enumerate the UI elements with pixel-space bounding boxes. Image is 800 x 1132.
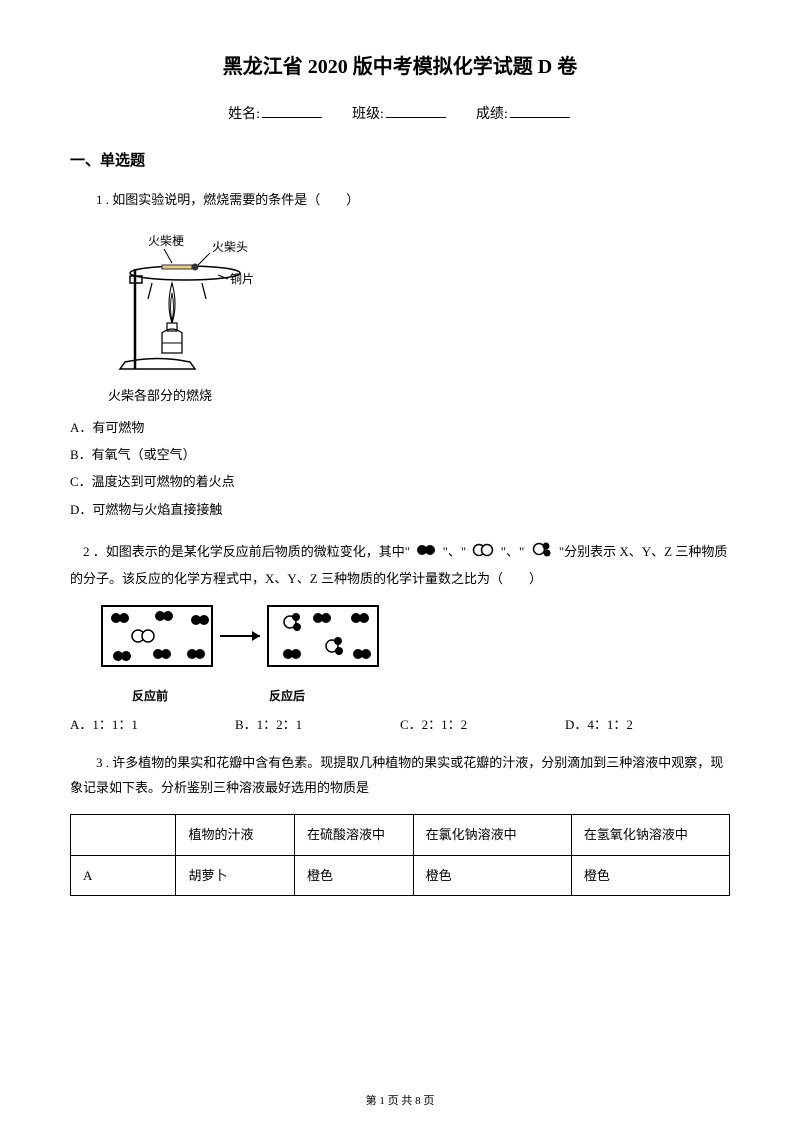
q3-h4: 在氢氧化钠溶液中 [571, 815, 729, 856]
q3-r1c4: 橙色 [571, 855, 729, 896]
q1-diagram: 火柴梗 火柴头 铜片 [100, 227, 730, 377]
q3-h2: 在硫酸溶液中 [295, 815, 414, 856]
q3-r1c1: 胡萝卜 [176, 855, 295, 896]
q1-caption: 火柴各部分的燃烧 [108, 385, 730, 404]
q2-options: A．1：1：1 B．1：2：1 C．2：1：2 D．4：1：2 [70, 714, 730, 733]
q1-optC: C．温度达到可燃物的着火点 [70, 468, 730, 495]
q3-table: 植物的汁液 在硫酸溶液中 在氯化钠溶液中 在氢氧化钠溶液中 A 胡萝卜 橙色 橙… [70, 814, 730, 896]
mol-z-icon [530, 540, 554, 566]
q1-optD: D．可燃物与火焰直接接触 [70, 496, 730, 523]
q1-optA: A．有可燃物 [70, 414, 730, 441]
label-copper: 铜片 [230, 271, 254, 286]
name-label: 姓名: [228, 107, 260, 122]
q2-optD: D．4：1：2 [565, 714, 730, 733]
label-head: 火柴头 [212, 240, 248, 254]
q2-diagram [100, 604, 730, 679]
q3-h1: 植物的汁液 [176, 815, 295, 856]
q2-labels: 反应前 反应后 [100, 687, 730, 704]
class-blank[interactable] [386, 104, 446, 118]
label-stick: 火柴梗 [148, 233, 184, 248]
q3-h0 [71, 815, 176, 856]
name-blank[interactable] [262, 104, 322, 118]
q3-text: 3 . 许多植物的果实和花瓣中含有色素。现提取几种植物的果实或花瓣的汁液，分别滴… [70, 751, 730, 800]
info-line: 姓名: 班级: 成绩: [70, 103, 730, 123]
q3-r1c0: A [71, 855, 176, 896]
label-before: 反应前 [132, 689, 168, 703]
class-label: 班级: [352, 107, 384, 122]
q3-r1c3: 橙色 [413, 855, 571, 896]
q2-optB: B．1：2：1 [235, 714, 400, 733]
q2-text: 2 ．如图表示的是某化学反应前后物质的微粒变化，其中" "、" "、" "分别表… [70, 539, 730, 592]
page-title: 黑龙江省 2020 版中考模拟化学试题 D 卷 [70, 50, 730, 79]
label-after: 反应后 [269, 689, 305, 703]
q3-r1c2: 橙色 [295, 855, 414, 896]
q2-part-c: "、" [501, 544, 525, 559]
table-row: A 胡萝卜 橙色 橙色 橙色 [71, 855, 730, 896]
q2-part-a: 2 ．如图表示的是某化学反应前后物质的微粒变化，其中" [83, 544, 410, 559]
q2-optC: C．2：1：2 [400, 714, 565, 733]
section-header-1: 一、单选题 [70, 149, 730, 170]
score-blank[interactable] [510, 104, 570, 118]
q2-part-b: "、" [443, 544, 467, 559]
q3-h3: 在氯化钠溶液中 [413, 815, 571, 856]
mol-x-icon [415, 540, 437, 566]
q1-optB: B．有氧气（或空气） [70, 441, 730, 468]
q1-text: 1 . 如图实验说明，燃烧需要的条件是（ ） [70, 188, 730, 213]
score-label: 成绩: [476, 107, 508, 122]
page-footer: 第 1 页 共 8 页 [0, 1092, 800, 1108]
mol-y-icon [471, 540, 495, 566]
q2-optA: A．1：1：1 [70, 714, 235, 733]
table-row: 植物的汁液 在硫酸溶液中 在氯化钠溶液中 在氢氧化钠溶液中 [71, 815, 730, 856]
